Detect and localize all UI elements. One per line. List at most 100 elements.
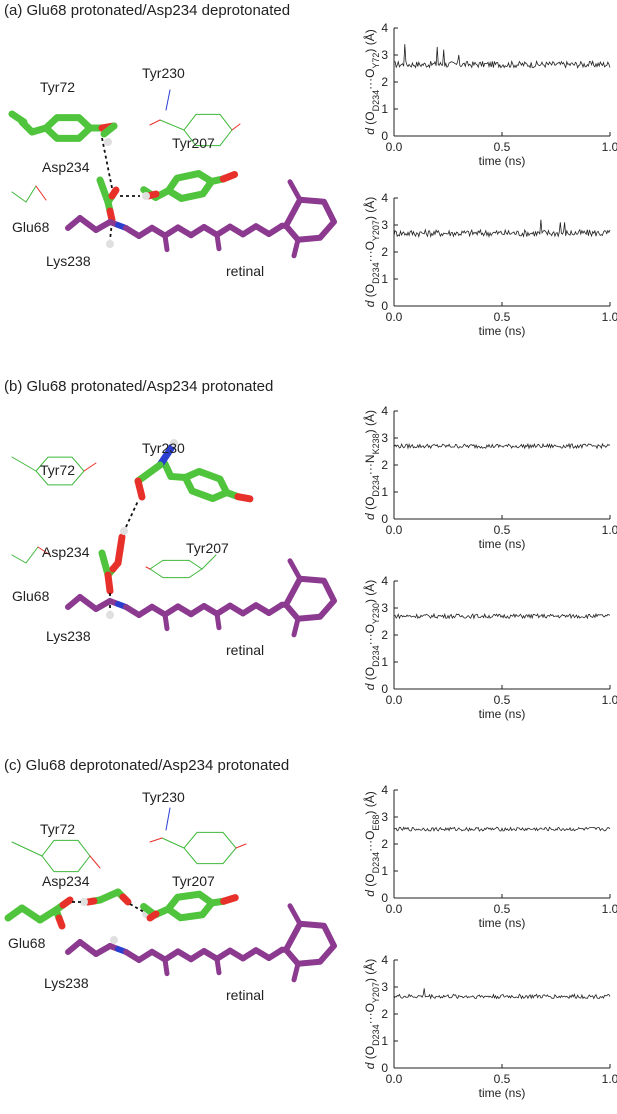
tyr72-ring bbox=[41, 839, 91, 873]
tyr230-bond bbox=[161, 837, 185, 849]
tyr230-bond bbox=[165, 89, 171, 111]
glu68-label: Glu68 bbox=[12, 588, 50, 604]
tyr230-bond bbox=[159, 119, 185, 131]
tyr72-label: Tyr72 bbox=[40, 79, 75, 95]
hydrogen-atom bbox=[120, 527, 128, 535]
tyr72-bond bbox=[89, 855, 101, 869]
y-tick-label: 3 bbox=[381, 980, 388, 994]
retinal-methyl bbox=[287, 558, 303, 582]
tyr207-bond bbox=[145, 566, 151, 570]
ionone-ring bbox=[283, 575, 337, 622]
x-axis-label: time (ns) bbox=[479, 537, 526, 551]
hydrogen-bond bbox=[125, 500, 139, 528]
hydrogen-bond bbox=[129, 903, 145, 913]
retinal-methyl bbox=[291, 961, 301, 983]
chart-b1-svg: 0 1 2 3 4 0.0 0.5 1.0 time (ns) d (OD234···NK238)… bbox=[362, 404, 617, 551]
y-tick-label: 4 bbox=[381, 953, 388, 967]
y-tick-label: 0 bbox=[381, 129, 388, 143]
lys238-label: Lys238 bbox=[46, 253, 91, 269]
tyr207-residue bbox=[140, 890, 239, 922]
tyr72-label: Tyr72 bbox=[40, 821, 75, 837]
retinal-methyl bbox=[291, 616, 301, 638]
tyr-ring bbox=[164, 170, 216, 202]
y-tick-label: 1 bbox=[381, 102, 388, 116]
y-tick-label: 0 bbox=[381, 682, 388, 696]
x-tick-label: 0.0 bbox=[386, 902, 403, 916]
hydrogen-atom bbox=[104, 138, 112, 146]
tyr207-residue bbox=[140, 170, 239, 202]
y-tick-label: 1 bbox=[381, 272, 388, 286]
tyr72-label: Tyr72 bbox=[40, 462, 75, 478]
x-tick-label: 0.5 bbox=[494, 693, 511, 707]
x-tick-label: 0.5 bbox=[494, 1072, 511, 1086]
tyr-ring bbox=[181, 467, 231, 503]
series-line bbox=[393, 44, 611, 69]
tyr-oxygen-bond bbox=[219, 170, 239, 183]
series-line bbox=[393, 442, 611, 450]
tyr207-oxygen-bond bbox=[146, 910, 160, 922]
y-tick-label: 1 bbox=[381, 864, 388, 878]
y-axis-label: d (OD234···OY207) (Å) bbox=[362, 197, 381, 308]
retinal-methyl bbox=[287, 179, 303, 203]
y-tick-label: 0 bbox=[381, 1061, 388, 1075]
tyr230-label: Tyr230 bbox=[142, 65, 185, 81]
panel-b-title: (b) Glu68 protonated/Asp234 protonated bbox=[4, 378, 274, 395]
y-tick-label: 3 bbox=[381, 431, 388, 445]
x-tick-label: 0.0 bbox=[386, 310, 403, 324]
hydrogen-atom bbox=[170, 439, 178, 447]
panel-b-molecule-drawing: Tyr72 Tyr230 Asp234 Tyr207 Glu68 Lys238 retina… bbox=[11, 439, 337, 658]
x-tick-label: 1.0 bbox=[602, 693, 617, 707]
x-tick-label: 0.0 bbox=[386, 1072, 403, 1086]
chart-b2: 0 1 2 3 4 0.0 0.5 1.0 time (ns) d (OD234···OY230)… bbox=[362, 573, 617, 733]
retinal-methyl bbox=[214, 611, 222, 631]
retinal-methyl bbox=[162, 612, 170, 632]
retinal-methyl bbox=[214, 956, 222, 976]
tyr207-label: Tyr207 bbox=[172, 135, 215, 151]
retinal-methyl bbox=[162, 957, 170, 977]
glu68-label: Glu68 bbox=[12, 219, 50, 235]
panel-a-structure: Tyr72 Tyr230 Asp234 Tyr207 Glu68 Lys238 retina… bbox=[0, 30, 355, 360]
asp234-oxygen-bond bbox=[106, 207, 116, 224]
lys-bond bbox=[77, 594, 99, 612]
y-tick-label: 1 bbox=[381, 655, 388, 669]
tyr72-residue bbox=[18, 114, 118, 142]
lys238-label: Lys238 bbox=[46, 628, 91, 644]
chart-a1: 0 1 2 3 4 0.0 0.5 1.0 time (ns) d (OD234···OY72) … bbox=[362, 20, 617, 180]
glu68-bond bbox=[11, 191, 27, 203]
tyr-bond bbox=[161, 460, 175, 480]
tyr230-oxygen-bond bbox=[134, 477, 146, 501]
panel-b-structure: Tyr72 Tyr230 Asp234 Tyr207 Glu68 Lys238 retina… bbox=[0, 405, 355, 735]
lys238-label: Lys238 bbox=[44, 975, 89, 991]
tyr230-bond bbox=[235, 843, 247, 849]
y-axis-label: d (OD234···OY230) (Å) bbox=[362, 580, 381, 691]
retinal-methyl bbox=[162, 233, 170, 253]
chart-b2-svg: 0 1 2 3 4 0.0 0.5 1.0 time (ns) d (OD234···OY230)… bbox=[362, 574, 617, 721]
ionone-ring bbox=[283, 196, 337, 243]
x-tick-label: 0.5 bbox=[494, 140, 511, 154]
tyr230-bond bbox=[149, 837, 163, 843]
glu68-bond bbox=[25, 185, 37, 203]
tyr207-ring bbox=[149, 559, 203, 579]
tyr72-bond bbox=[11, 456, 37, 472]
glu68-bond bbox=[18, 904, 44, 924]
y-tick-label: 4 bbox=[381, 783, 388, 797]
hydrogen-bond bbox=[101, 137, 113, 189]
y-tick-label: 3 bbox=[381, 601, 388, 615]
retinal-methyl bbox=[214, 232, 222, 252]
tyr230-ring bbox=[183, 831, 237, 865]
hydrogen-atom bbox=[142, 192, 150, 200]
tyr230-label: Tyr230 bbox=[142, 440, 185, 456]
hydrogen-atom bbox=[106, 240, 114, 248]
panel-c-title: (c) Glu68 deprotonated/Asp234 protonated bbox=[4, 757, 290, 774]
tyr72-bond bbox=[11, 841, 43, 857]
glu68-bond bbox=[37, 546, 51, 556]
x-tick-label: 1.0 bbox=[602, 523, 617, 537]
hydrogen-atom bbox=[110, 936, 118, 944]
tyr230-bond bbox=[165, 807, 171, 831]
chart-c2: 0 1 2 3 4 0.0 0.5 1.0 time (ns) d (OD234···OY207)… bbox=[362, 952, 617, 1112]
y-axis-label: d (OD234···OE68) (Å) bbox=[362, 791, 381, 897]
tyr-oxygen-bond bbox=[234, 493, 254, 503]
chart-c1: 0 1 2 3 4 0.0 0.5 1.0 time (ns) d (OD234···OE68) … bbox=[362, 782, 617, 942]
x-tick-label: 1.0 bbox=[602, 140, 617, 154]
y-tick-label: 4 bbox=[381, 574, 388, 588]
